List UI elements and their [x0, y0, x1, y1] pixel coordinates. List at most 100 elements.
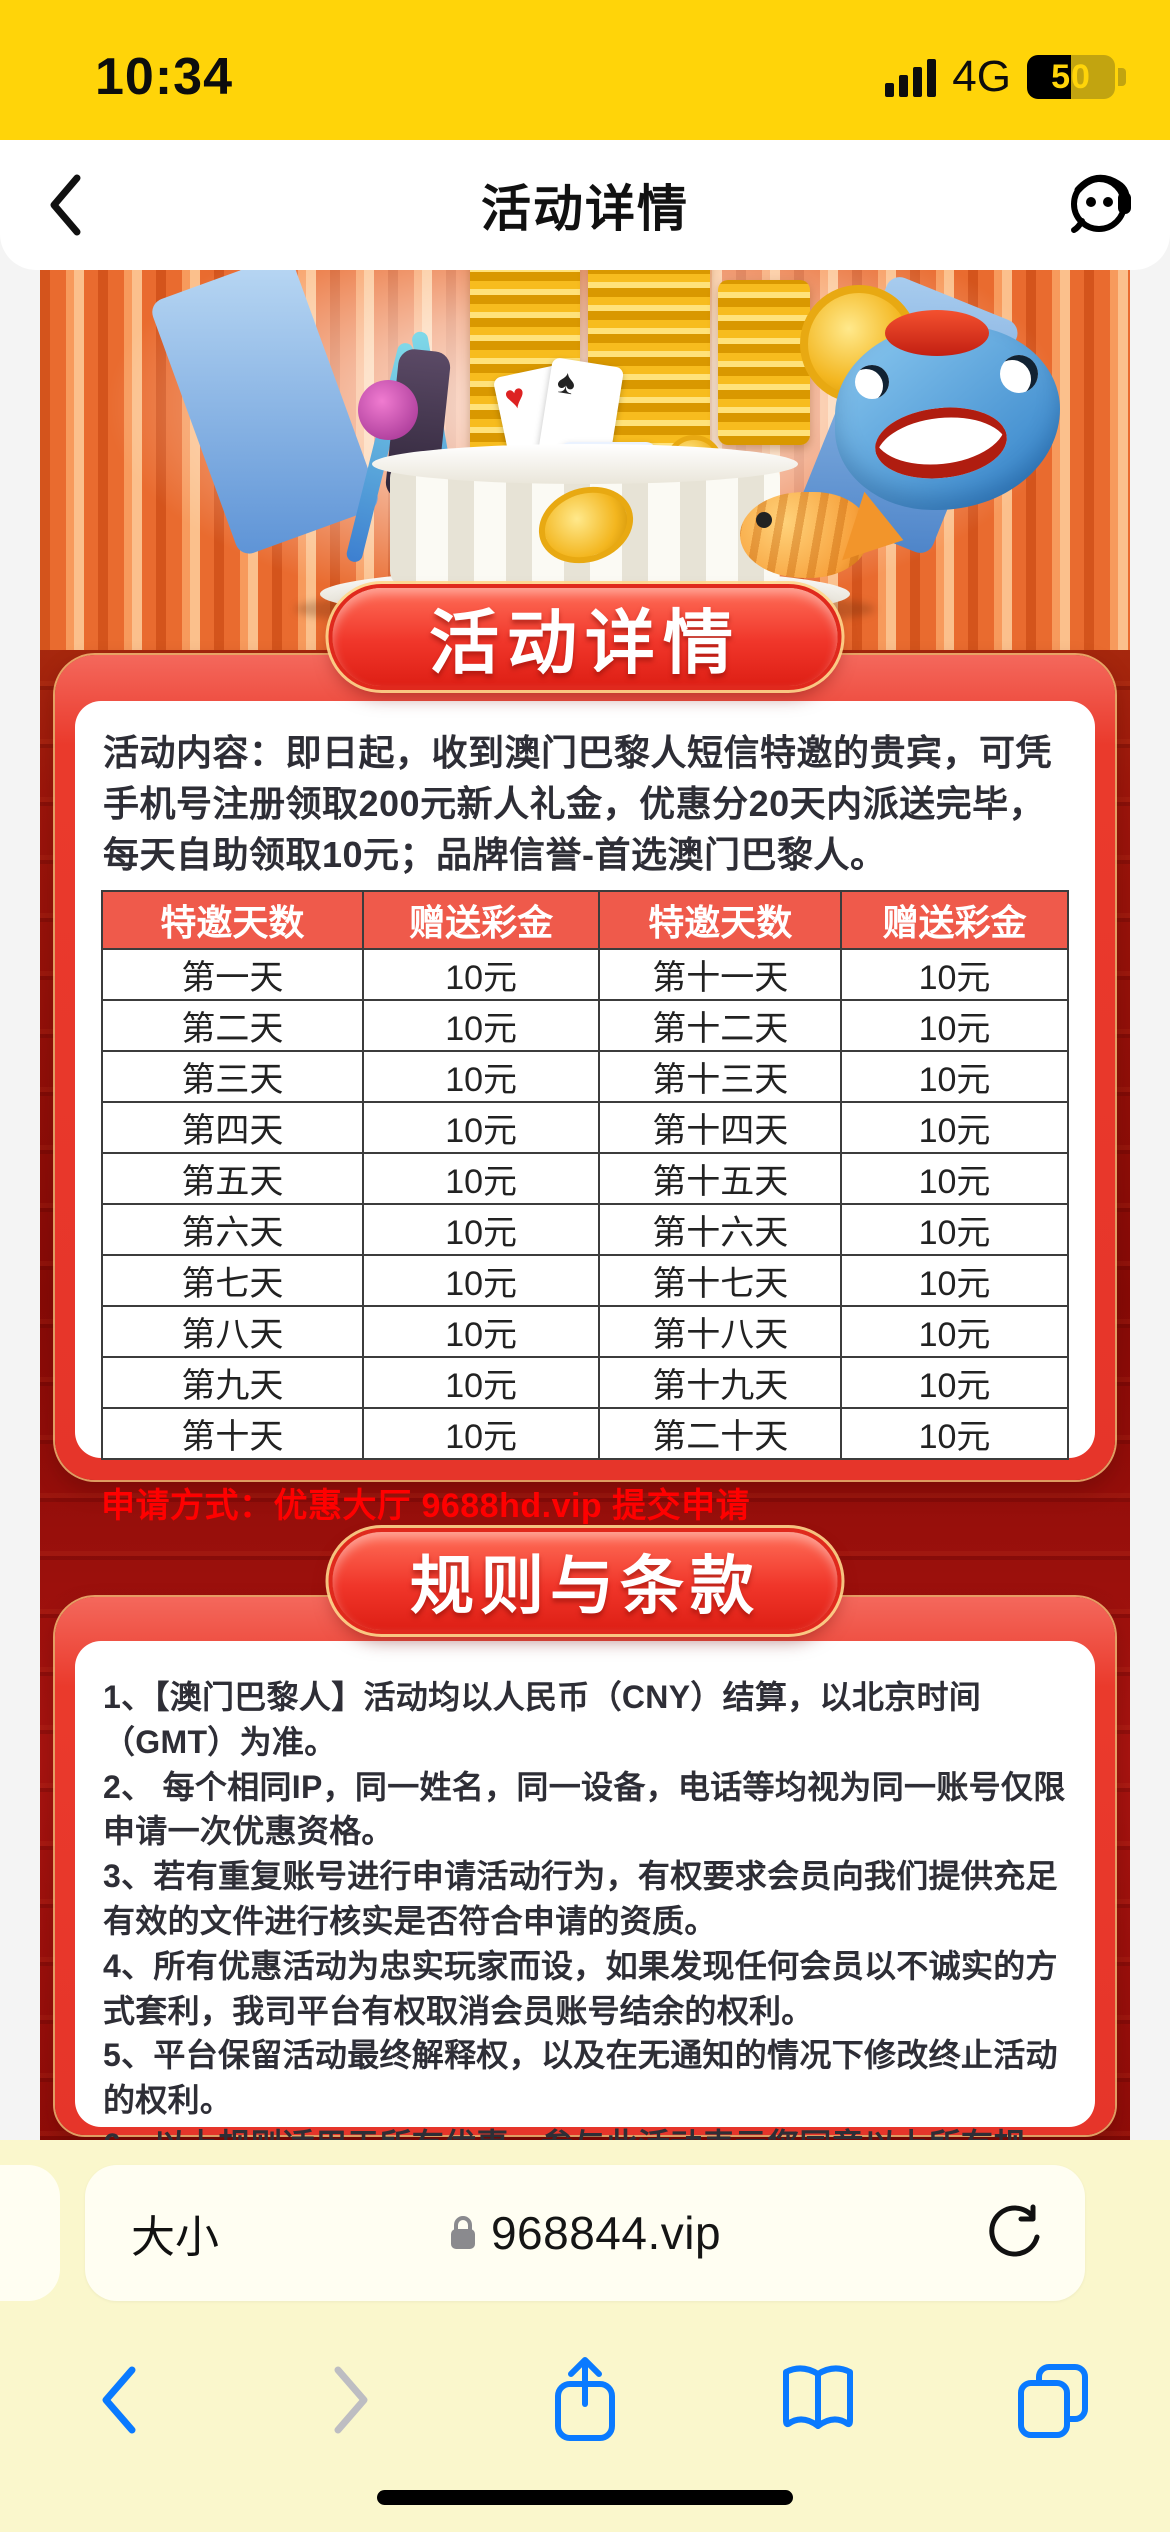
table-cell: 10元 — [361, 1407, 601, 1461]
table-row: 第二天 10元 第十二天 10元 — [101, 999, 1070, 1053]
table-row: 第四天 10元 第十四天 10元 — [101, 1101, 1070, 1155]
browser-forward-button[interactable] — [292, 2340, 412, 2460]
table-cell: 第二十天 — [598, 1407, 842, 1461]
table-cell: 10元 — [839, 1050, 1070, 1104]
open-book-icon — [783, 2365, 853, 2429]
table-cell: 第三天 — [101, 1050, 364, 1104]
table-cell: 第十一天 — [598, 948, 842, 1002]
goldfish-eye — [756, 512, 772, 528]
chevron-right-icon — [334, 2366, 368, 2434]
home-indicator[interactable] — [377, 2490, 793, 2505]
table-row: 第六天 10元 第十六天 10元 — [101, 1203, 1070, 1257]
lock-icon — [450, 2216, 475, 2249]
adjacent-tab-peek[interactable] — [0, 2165, 60, 2301]
table-cell: 第十八天 — [598, 1305, 842, 1359]
chevron-left-icon — [50, 174, 81, 236]
network-type-label: 4G — [952, 52, 1011, 101]
table-cell: 10元 — [839, 1101, 1070, 1155]
address-bar[interactable]: 大小 968844.vip — [85, 2165, 1085, 2301]
rule-item: 3、若有重复账号进行申请活动行为，有权要求会员向我们提供充足有效的文件进行核实是… — [103, 1858, 1058, 1939]
back-button[interactable] — [30, 162, 100, 248]
headset-customer-service-icon — [1071, 174, 1131, 233]
table-cell: 10元 — [839, 1254, 1070, 1308]
table-header-cell: 赠送彩金 — [361, 890, 601, 951]
table-header-cell: 特邀天数 — [101, 890, 364, 951]
table-cell: 10元 — [361, 1356, 601, 1410]
tabs-button[interactable] — [992, 2340, 1112, 2460]
activity-details-card: 活动内容：即日起，收到澳门巴黎人短信特邀的贵宾，可凭手机号注册领取200元新人礼… — [55, 655, 1115, 1525]
table-cell: 10元 — [839, 1305, 1070, 1359]
table-row: 第八天 10元 第十八天 10元 — [101, 1305, 1070, 1359]
activity-details-content: 活动内容：即日起，收到澳门巴黎人短信特邀的贵宾，可凭手机号注册领取200元新人礼… — [75, 701, 1095, 1525]
chevron-left-icon — [102, 2366, 136, 2434]
url-display[interactable]: 968844.vip — [85, 2206, 1085, 2260]
bonus-schedule-table: 特邀天数 赠送彩金 特邀天数 赠送彩金 第一天 10元 第十一天 10元 第二天 10元 第十二天 1… — [101, 890, 1070, 1461]
apply-method-text: 申请方式：优惠大厅 9688hd.vip 提交申请 — [101, 1487, 751, 1526]
share-button[interactable] — [525, 2340, 645, 2460]
page-nav-bar: 活动详情 — [0, 140, 1170, 270]
reload-icon — [989, 2204, 1040, 2256]
table-row: 第一天 10元 第十一天 10元 — [101, 948, 1070, 1002]
section-banner-rules: 规则与条款 — [332, 1532, 838, 1630]
page-settings-button[interactable]: 大小 — [131, 2201, 219, 2265]
rule-item: 2、 每个相同IP，同一姓名，同一设备，电话等均视为同一账号仅限申请一次优惠资格… — [103, 1768, 1066, 1850]
tabs-icon — [1018, 2364, 1088, 2438]
battery-nub — [1118, 68, 1126, 86]
table-cell: 第七天 — [101, 1254, 364, 1308]
table-row: 第五天 10元 第十五天 10元 — [101, 1152, 1070, 1206]
shark-mascot-cap — [885, 310, 989, 356]
table-cell: 10元 — [839, 948, 1070, 1002]
table-cell: 10元 — [361, 1254, 601, 1308]
safari-toolbar — [0, 2340, 1170, 2460]
rules-card: 1、【澳门巴黎人】活动均以人民币（CNY）结算，以北京时间（GMT）为准。 2、 … — [55, 1597, 1115, 2140]
coin-stack — [718, 280, 810, 445]
shark-eye — [1000, 355, 1038, 393]
table-cell: 第十七天 — [598, 1254, 842, 1308]
pedestal-top — [372, 444, 798, 484]
bookmarks-button[interactable] — [758, 2340, 878, 2460]
table-row: 第三天 10元 第十三天 10元 — [101, 1050, 1070, 1104]
table-row: 第九天 10元 第十九天 10元 — [101, 1356, 1070, 1410]
customer-service-button[interactable] — [1062, 160, 1142, 250]
table-cell: 10元 — [839, 1407, 1070, 1461]
reload-button[interactable] — [987, 2203, 1045, 2264]
rule-item: 6、以上规则适用于所有优惠，参与此活动表示您同意以上所有规则！ — [103, 2123, 1067, 2140]
battery-icon: 50 — [1027, 55, 1126, 99]
table-header-cell: 赠送彩金 — [839, 890, 1070, 951]
table-cell: 10元 — [839, 1356, 1070, 1410]
browser-back-button[interactable] — [58, 2340, 178, 2460]
table-cell: 10元 — [839, 1152, 1070, 1206]
status-indicators: 4G 50 — [885, 52, 1126, 102]
table-cell: 第一天 — [101, 948, 364, 1002]
rule-item: 1、【澳门巴黎人】活动均以人民币（CNY）结算，以北京时间（GMT）为准。 — [103, 1679, 982, 1760]
table-cell: 第九天 — [101, 1356, 364, 1410]
table-cell: 第十三天 — [598, 1050, 842, 1104]
share-icon — [555, 2357, 615, 2441]
battery-percent: 50 — [1051, 57, 1091, 96]
table-cell: 10元 — [361, 999, 601, 1053]
table-header-cell: 特邀天数 — [598, 890, 842, 951]
table-cell: 第十五天 — [598, 1152, 842, 1206]
activity-description: 活动内容：即日起，收到澳门巴黎人短信特邀的贵宾，可凭手机号注册领取200元新人礼… — [103, 732, 1053, 876]
table-cell: 第十九天 — [598, 1356, 842, 1410]
table-cell: 10元 — [839, 999, 1070, 1053]
table-cell: 第十四天 — [598, 1101, 842, 1155]
section-banner-label: 活动详情 — [429, 603, 741, 682]
table-cell: 10元 — [839, 1203, 1070, 1257]
section-banner-activity-details: 活动详情 — [332, 588, 838, 686]
table-cell: 10元 — [361, 1305, 601, 1359]
table-cell: 第十天 — [101, 1407, 364, 1461]
webpage-content: ♥ ♠ 活动详情 活动内容：即日起，收到澳门巴黎人短信特邀的贵宾，可凭手机号注册… — [40, 230, 1130, 2140]
table-cell: 第十六天 — [598, 1203, 842, 1257]
table-cell: 第四天 — [101, 1101, 364, 1155]
table-cell: 第十二天 — [598, 999, 842, 1053]
section-banner-label: 规则与条款 — [410, 1550, 760, 1622]
table-cell: 10元 — [361, 1203, 601, 1257]
page-title: 活动详情 — [481, 181, 689, 237]
safari-bottom-chrome: 大小 968844.vip — [0, 2140, 1170, 2532]
goldfish — [740, 492, 868, 578]
table-row: 第十天 10元 第二十天 10元 — [101, 1407, 1070, 1461]
table-row: 第七天 10元 第十七天 10元 — [101, 1254, 1070, 1308]
table-cell: 第八天 — [101, 1305, 364, 1359]
